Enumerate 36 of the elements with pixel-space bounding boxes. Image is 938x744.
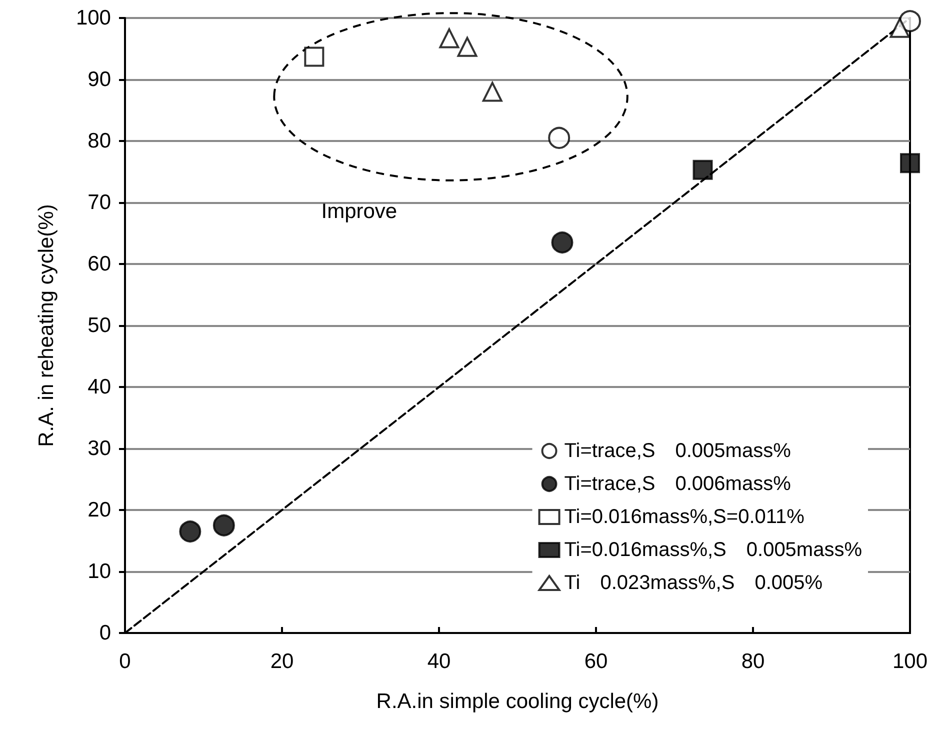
y-tick-label: 50 xyxy=(88,314,111,337)
point xyxy=(482,82,502,102)
point xyxy=(890,18,910,38)
point xyxy=(179,520,202,543)
x-tick-label: 100 xyxy=(892,650,928,673)
y-tick-label: 0 xyxy=(99,622,111,644)
legend-label: Ti=0.016mass%,S=0.011% xyxy=(564,506,805,528)
point xyxy=(548,126,570,149)
x-axis-title: R.A.in simple cooling cycle(%) xyxy=(376,690,659,713)
legend-label: Ti=trace,S 0.005mass% xyxy=(564,440,792,462)
x-tick-label: 0 xyxy=(119,650,131,673)
point xyxy=(439,28,460,48)
y-tick-label: 40 xyxy=(88,376,111,398)
legend-label: Ti 0.023mass%,S 0.005% xyxy=(564,572,823,594)
point xyxy=(457,36,478,57)
point xyxy=(304,46,324,67)
x-tick-label: 20 xyxy=(270,650,294,673)
point xyxy=(900,153,920,174)
legend-label: Ti=trace,S 0.006mass% xyxy=(564,473,792,495)
x-tick-label: 40 xyxy=(427,650,451,673)
point xyxy=(212,514,235,536)
x-tick-label: 60 xyxy=(584,650,608,673)
y-tick-label: 60 xyxy=(88,252,111,276)
y-tick-label: 70 xyxy=(88,191,111,214)
y-tick-label: 100 xyxy=(76,6,111,30)
y-tick-label: 30 xyxy=(88,437,111,460)
legend-label: Ti=0.016mass%,S 0.005mass% xyxy=(564,539,862,561)
x-tick-label: 80 xyxy=(741,650,765,673)
y-tick-label: 90 xyxy=(88,68,111,91)
point xyxy=(692,160,713,180)
y-tick-label: 80 xyxy=(88,130,111,152)
y-axis-title: R.A. in reheating cycle(%) xyxy=(35,204,58,447)
point xyxy=(551,231,574,254)
y-tick-label: 10 xyxy=(88,560,111,583)
y-tick-label: 20 xyxy=(88,498,111,522)
annotation: Improve xyxy=(321,200,398,224)
